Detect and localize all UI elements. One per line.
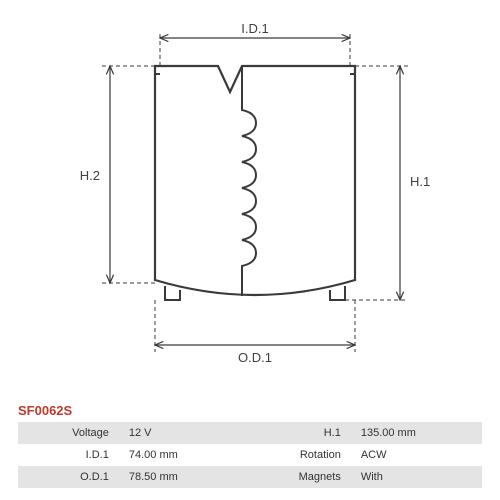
part-number: SF0062S	[18, 403, 482, 418]
table-row: Voltage 12 V H.1 135.00 mm	[18, 422, 482, 444]
dim-od1-label: O.D.1	[238, 350, 272, 365]
spec-label: I.D.1	[18, 444, 119, 466]
spec-label: Magnets	[250, 466, 351, 488]
spec-value: 74.00 mm	[119, 444, 250, 466]
spec-value: 135.00 mm	[351, 422, 482, 444]
table-row: O.D.1 78.50 mm Magnets With	[18, 466, 482, 488]
seam-line	[242, 66, 256, 296]
spec-table: Voltage 12 V H.1 135.00 mm I.D.1 74.00 m…	[18, 422, 482, 488]
dim-id1: I.D.1	[160, 21, 350, 66]
dim-h1-label: H.1	[410, 174, 430, 189]
spec-value: ACW	[351, 444, 482, 466]
dim-od1: O.D.1	[155, 300, 355, 365]
dim-h2-label: H.2	[80, 168, 100, 183]
dim-h2: H.2	[80, 66, 155, 283]
spec-label: Voltage	[18, 422, 119, 444]
part-drawing: I.D.1 O.D.1 H.1 H.2	[0, 0, 500, 390]
dim-id1-label: I.D.1	[241, 21, 268, 36]
spec-label: Rotation	[250, 444, 351, 466]
spec-value: With	[351, 466, 482, 488]
table-row: I.D.1 74.00 mm Rotation ACW	[18, 444, 482, 466]
dim-h1: H.1	[345, 66, 430, 300]
spec-label: H.1	[250, 422, 351, 444]
spec-label: O.D.1	[18, 466, 119, 488]
spec-value: 78.50 mm	[119, 466, 250, 488]
spec-value: 12 V	[119, 422, 250, 444]
